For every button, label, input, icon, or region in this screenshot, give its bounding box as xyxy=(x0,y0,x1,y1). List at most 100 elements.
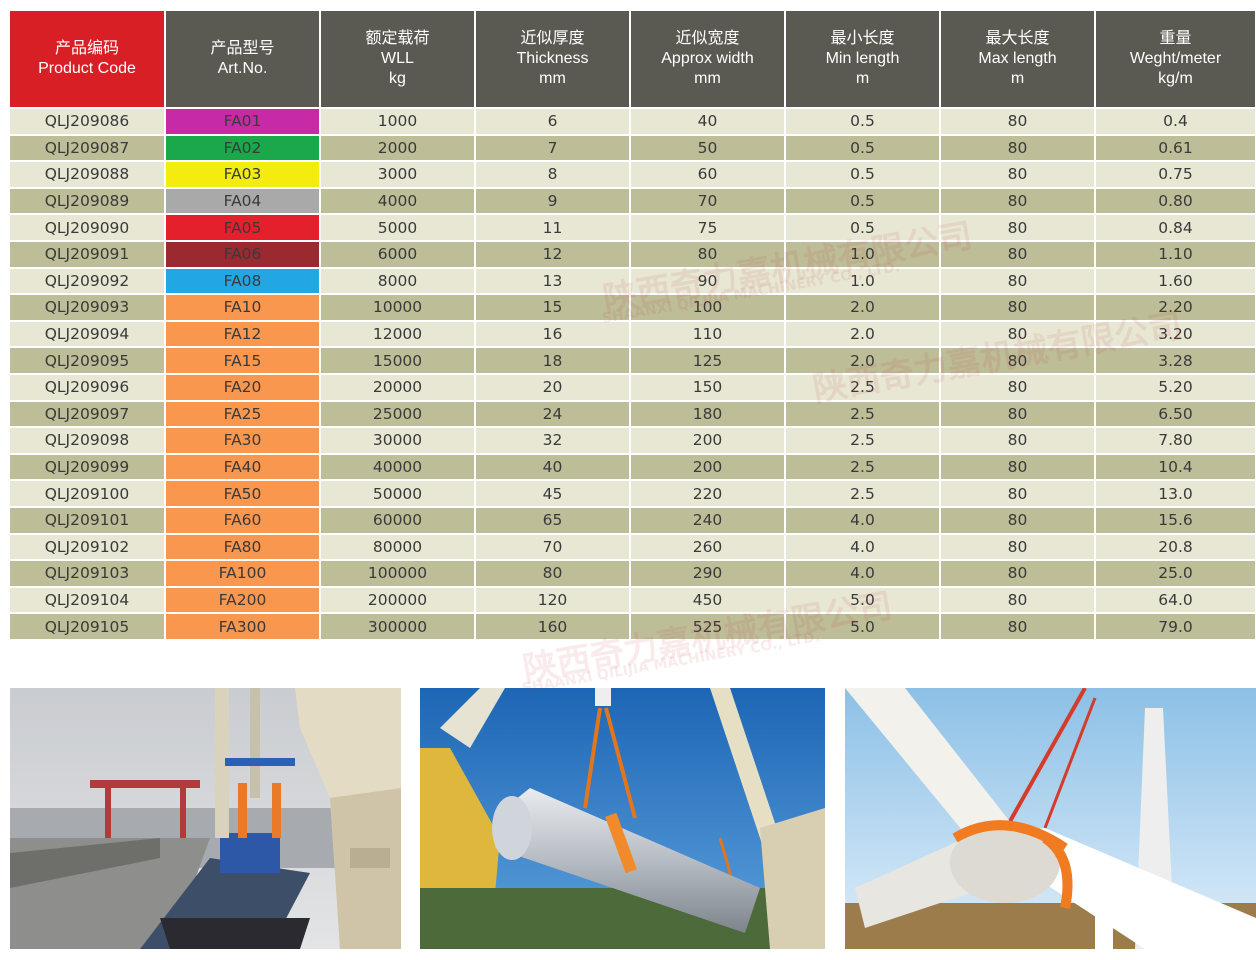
header-weight: 重量 Weght/meter kg/m xyxy=(1095,11,1256,108)
cell-code: QLJ209087 xyxy=(10,133,166,162)
cell-thickness: 24 xyxy=(475,399,631,428)
cell-weight: 0.4 xyxy=(1095,107,1256,135)
cell-min: 0.5 xyxy=(785,213,941,241)
table-row: QLJ209100 FA50 50000 45 220 2.5 80 13.0 xyxy=(10,479,1256,507)
cell-weight: 6.50 xyxy=(1095,399,1256,428)
cell-min: 2.0 xyxy=(785,293,941,321)
cell-wll: 8000 xyxy=(320,266,476,295)
cell-code: QLJ209089 xyxy=(10,186,166,215)
cell-wll: 60000 xyxy=(320,505,476,534)
cell-thickness: 70 xyxy=(475,532,631,561)
cell-wll: 80000 xyxy=(320,532,476,561)
cell-weight: 13.0 xyxy=(1095,479,1256,507)
cell-thickness: 15 xyxy=(475,293,631,321)
cell-thickness: 8 xyxy=(475,160,631,188)
cell-width: 110 xyxy=(630,319,786,348)
cell-wll: 2000 xyxy=(320,133,476,162)
cell-art: FA10 xyxy=(165,293,321,321)
vessel-lift-illustration xyxy=(420,688,825,949)
cell-max: 80 xyxy=(940,160,1096,188)
cell-width: 60 xyxy=(630,160,786,188)
cell-wll: 100000 xyxy=(320,559,476,587)
cell-max: 80 xyxy=(940,479,1096,507)
cell-code: QLJ209098 xyxy=(10,426,166,454)
cell-max: 80 xyxy=(940,452,1096,481)
cell-width: 180 xyxy=(630,399,786,428)
cell-code: QLJ209099 xyxy=(10,452,166,481)
cell-min: 2.0 xyxy=(785,346,941,374)
cell-art: FA80 xyxy=(165,532,321,561)
cell-max: 80 xyxy=(940,213,1096,241)
cell-thickness: 45 xyxy=(475,479,631,507)
cell-weight: 3.20 xyxy=(1095,319,1256,348)
cell-min: 5.0 xyxy=(785,585,941,614)
cell-max: 80 xyxy=(940,133,1096,162)
cell-width: 100 xyxy=(630,293,786,321)
cell-code: QLJ209102 xyxy=(10,532,166,561)
cell-wll: 6000 xyxy=(320,239,476,268)
cell-width: 290 xyxy=(630,559,786,587)
cell-thickness: 40 xyxy=(475,452,631,481)
cell-min: 4.0 xyxy=(785,505,941,534)
cell-width: 260 xyxy=(630,532,786,561)
cell-width: 75 xyxy=(630,213,786,241)
cell-code: QLJ209095 xyxy=(10,346,166,374)
cell-art: FA60 xyxy=(165,505,321,534)
cell-thickness: 6 xyxy=(475,107,631,135)
table-row: QLJ209092 FA08 8000 13 90 1.0 80 1.60 xyxy=(10,266,1256,295)
cell-thickness: 16 xyxy=(475,319,631,348)
cell-code: QLJ209097 xyxy=(10,399,166,428)
cell-thickness: 20 xyxy=(475,372,631,401)
cell-width: 70 xyxy=(630,186,786,215)
cell-code: QLJ209086 xyxy=(10,107,166,135)
table-row: QLJ209090 FA05 5000 11 75 0.5 80 0.84 xyxy=(10,213,1256,241)
cell-wll: 50000 xyxy=(320,479,476,507)
cell-code: QLJ209088 xyxy=(10,160,166,188)
cell-weight: 10.4 xyxy=(1095,452,1256,481)
cell-max: 80 xyxy=(940,372,1096,401)
cell-code: QLJ209091 xyxy=(10,239,166,268)
cell-weight: 1.10 xyxy=(1095,239,1256,268)
cell-max: 80 xyxy=(940,239,1096,268)
cell-art: FA50 xyxy=(165,479,321,507)
cell-width: 150 xyxy=(630,372,786,401)
cell-wll: 20000 xyxy=(320,372,476,401)
cell-thickness: 80 xyxy=(475,559,631,587)
cell-thickness: 9 xyxy=(475,186,631,215)
table-body: QLJ209086 FA01 1000 6 40 0.5 80 0.4 QLJ209087 FA0… xyxy=(10,107,1256,639)
table-row: QLJ209105 FA300 300000 160 525 5.0 80 79.0 xyxy=(10,612,1256,639)
table-row: QLJ209097 FA25 25000 24 180 2.5 80 6.50 xyxy=(10,399,1256,428)
header-product-code: 产品编码 Product Code xyxy=(10,11,166,108)
cell-max: 80 xyxy=(940,585,1096,614)
cell-min: 0.5 xyxy=(785,186,941,215)
cell-code: QLJ209092 xyxy=(10,266,166,295)
table-row: QLJ209088 FA03 3000 8 60 0.5 80 0.75 xyxy=(10,160,1256,188)
cell-max: 80 xyxy=(940,532,1096,561)
cell-min: 0.5 xyxy=(785,160,941,188)
cell-art: FA200 xyxy=(165,585,321,614)
table-row: QLJ209096 FA20 20000 20 150 2.5 80 5.20 xyxy=(10,372,1256,401)
cell-weight: 25.0 xyxy=(1095,559,1256,587)
cell-art: FA100 xyxy=(165,559,321,587)
cell-wll: 40000 xyxy=(320,452,476,481)
cell-art: FA20 xyxy=(165,372,321,401)
cell-thickness: 12 xyxy=(475,239,631,268)
table-row: QLJ209098 FA30 30000 32 200 2.5 80 7.80 xyxy=(10,426,1256,454)
cell-weight: 79.0 xyxy=(1095,612,1256,639)
cell-width: 240 xyxy=(630,505,786,534)
cell-min: 2.5 xyxy=(785,426,941,454)
cell-art: FA03 xyxy=(165,160,321,188)
cell-art: FA25 xyxy=(165,399,321,428)
cell-weight: 64.0 xyxy=(1095,585,1256,614)
cell-wll: 3000 xyxy=(320,160,476,188)
table-row: QLJ209094 FA12 12000 16 110 2.0 80 3.20 xyxy=(10,319,1256,348)
cell-art: FA12 xyxy=(165,319,321,348)
wind-turbine-photo xyxy=(845,688,1256,949)
table-row: QLJ209095 FA15 15000 18 125 2.0 80 3.28 xyxy=(10,346,1256,374)
ship-crane-illustration xyxy=(10,688,401,949)
cell-weight: 3.28 xyxy=(1095,346,1256,374)
cell-min: 0.5 xyxy=(785,107,941,135)
cell-code: QLJ209094 xyxy=(10,319,166,348)
cell-art: FA04 xyxy=(165,186,321,215)
cell-min: 2.5 xyxy=(785,372,941,401)
